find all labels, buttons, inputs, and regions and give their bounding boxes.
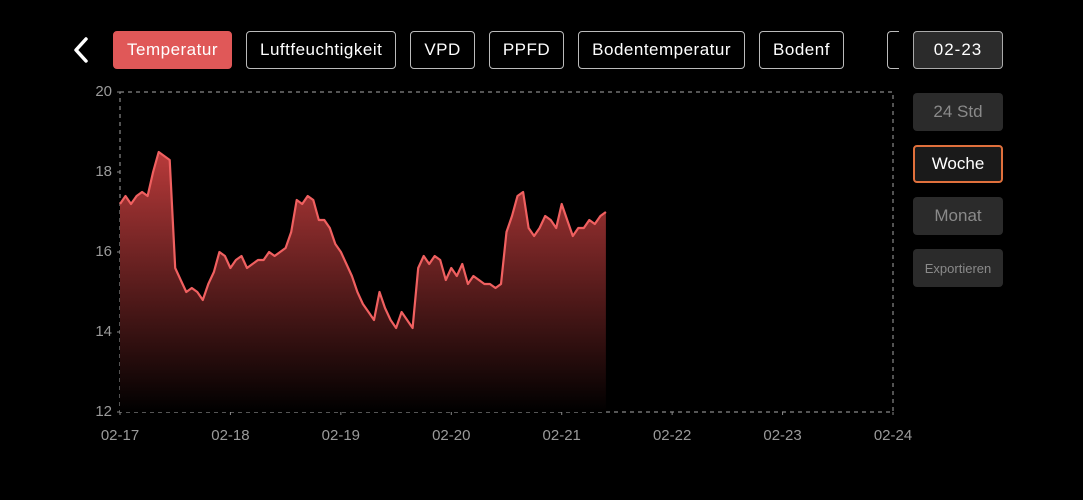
y-tick-label: 20: [95, 83, 112, 100]
tab-mask: [899, 25, 909, 75]
area-fill: [120, 152, 606, 412]
x-tick-label: 02-23: [763, 427, 801, 444]
x-tick-label: 02-17: [101, 427, 139, 444]
tab-bar: Temperatur Luftfeuchtigkeit VPD PPFD Bodente…: [113, 31, 899, 69]
back-button[interactable]: [66, 31, 96, 69]
x-tick-label: 02-20: [432, 427, 470, 444]
plot-frame: [119, 91, 894, 413]
y-tick-label: 14: [95, 323, 112, 340]
range-button[interactable]: Monat: [913, 197, 1003, 235]
y-tick-label: 16: [95, 243, 112, 260]
x-tick-label: 02-18: [211, 427, 249, 444]
partial-tab: [887, 31, 907, 69]
y-tick-label: 12: [95, 403, 112, 420]
date-button[interactable]: 02-23: [913, 31, 1003, 69]
x-tick-label: 02-24: [874, 427, 912, 444]
x-tick-label: 02-21: [543, 427, 581, 444]
tab[interactable]: VPD: [410, 31, 475, 69]
y-tick-label: 18: [95, 163, 112, 180]
line: [119, 150, 607, 330]
x-tick-label: 02-22: [653, 427, 691, 444]
tab[interactable]: Bodenf: [759, 31, 844, 69]
tab[interactable]: Temperatur: [113, 31, 232, 69]
export-button[interactable]: Exportieren: [913, 249, 1003, 287]
tab[interactable]: Luftfeuchtigkeit: [245, 31, 397, 69]
x-tick-label: 02-19: [322, 427, 360, 444]
tab[interactable]: Bodentemperatur: [578, 31, 746, 69]
range-button[interactable]: Woche: [913, 145, 1003, 183]
tab[interactable]: PPFD: [488, 31, 565, 69]
range-button[interactable]: 24 Std: [913, 93, 1003, 131]
